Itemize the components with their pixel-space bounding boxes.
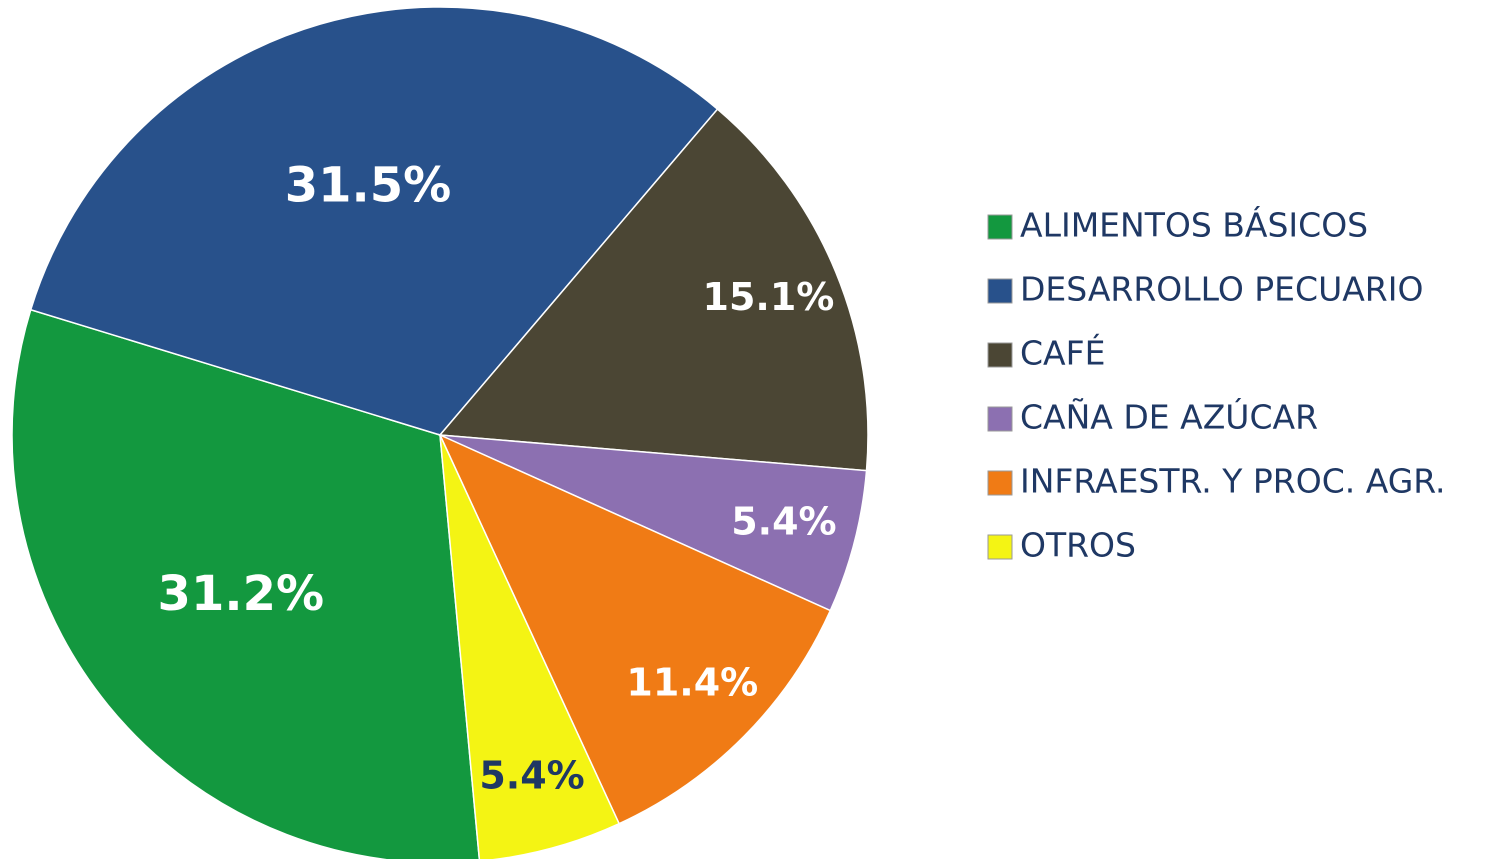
legend-label: OTROS [1020,526,1136,565]
pie-slice [439,434,621,859]
pie-slice [438,108,869,472]
data-label: 15.1% [703,275,835,319]
legend-swatch [987,406,1013,432]
legend-label: ALIMENTOS BÁSICOS [1020,205,1368,245]
pie-slice [11,308,481,859]
legend-swatch [987,342,1013,368]
legend-label: CAFÉ [1020,333,1105,373]
pie-slice [439,434,868,612]
data-label: 11.4% [626,661,758,705]
legend-swatch [987,470,1013,496]
pie-slice [438,433,832,825]
legend-label: INFRAESTR. Y PROC. AGR. [1020,462,1446,501]
data-label: 31.2% [158,566,325,622]
legend-swatch [987,534,1013,560]
data-label: 5.4% [479,754,584,798]
legend-label: DESARROLLO PECUARIO [1020,270,1423,309]
pie-slice [29,6,719,436]
legend-label: CAÑA DE AZÚCAR [1020,397,1318,437]
legend-swatch [987,278,1013,304]
data-label: 5.4% [731,499,836,543]
legend-swatch [987,214,1013,240]
data-label: 31.5% [285,157,452,213]
